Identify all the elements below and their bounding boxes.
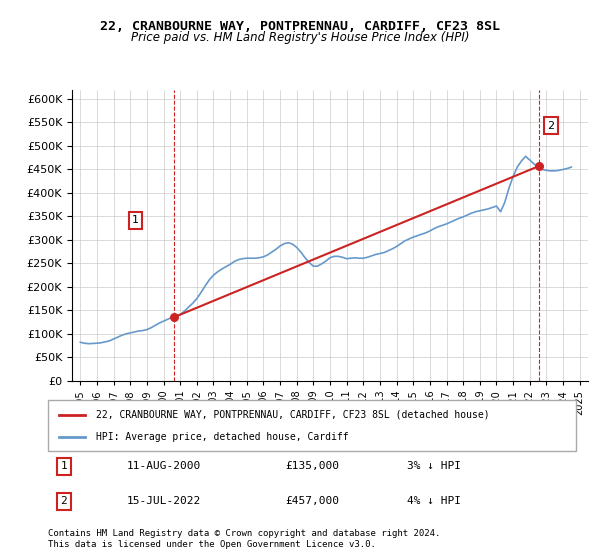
Text: 22, CRANBOURNE WAY, PONTPRENNAU, CARDIFF, CF23 8SL (detached house): 22, CRANBOURNE WAY, PONTPRENNAU, CARDIFF… (95, 409, 489, 419)
Text: £135,000: £135,000 (286, 461, 340, 471)
Text: 15-JUL-2022: 15-JUL-2022 (127, 496, 202, 506)
Text: 2: 2 (61, 496, 67, 506)
Point (169, 313, 178, 322)
Text: 22, CRANBOURNE WAY, PONTPRENNAU, CARDIFF, CF23 8SL: 22, CRANBOURNE WAY, PONTPRENNAU, CARDIFF… (100, 20, 500, 32)
Text: 1: 1 (61, 461, 67, 471)
Text: Contains HM Land Registry data © Crown copyright and database right 2024.: Contains HM Land Registry data © Crown c… (48, 529, 440, 538)
Text: 11-AUG-2000: 11-AUG-2000 (127, 461, 202, 471)
Text: £457,000: £457,000 (286, 496, 340, 506)
Text: This data is licensed under the Open Government Licence v3.0.: This data is licensed under the Open Gov… (48, 540, 376, 549)
Text: 2: 2 (547, 120, 554, 130)
FancyBboxPatch shape (48, 400, 576, 451)
Text: 3% ↓ HPI: 3% ↓ HPI (407, 461, 461, 471)
Text: 1: 1 (132, 216, 139, 226)
Text: HPI: Average price, detached house, Cardiff: HPI: Average price, detached house, Card… (95, 432, 348, 442)
Text: 4% ↓ HPI: 4% ↓ HPI (407, 496, 461, 506)
Text: Price paid vs. HM Land Registry's House Price Index (HPI): Price paid vs. HM Land Registry's House … (131, 31, 469, 44)
Point (534, 162, 544, 171)
